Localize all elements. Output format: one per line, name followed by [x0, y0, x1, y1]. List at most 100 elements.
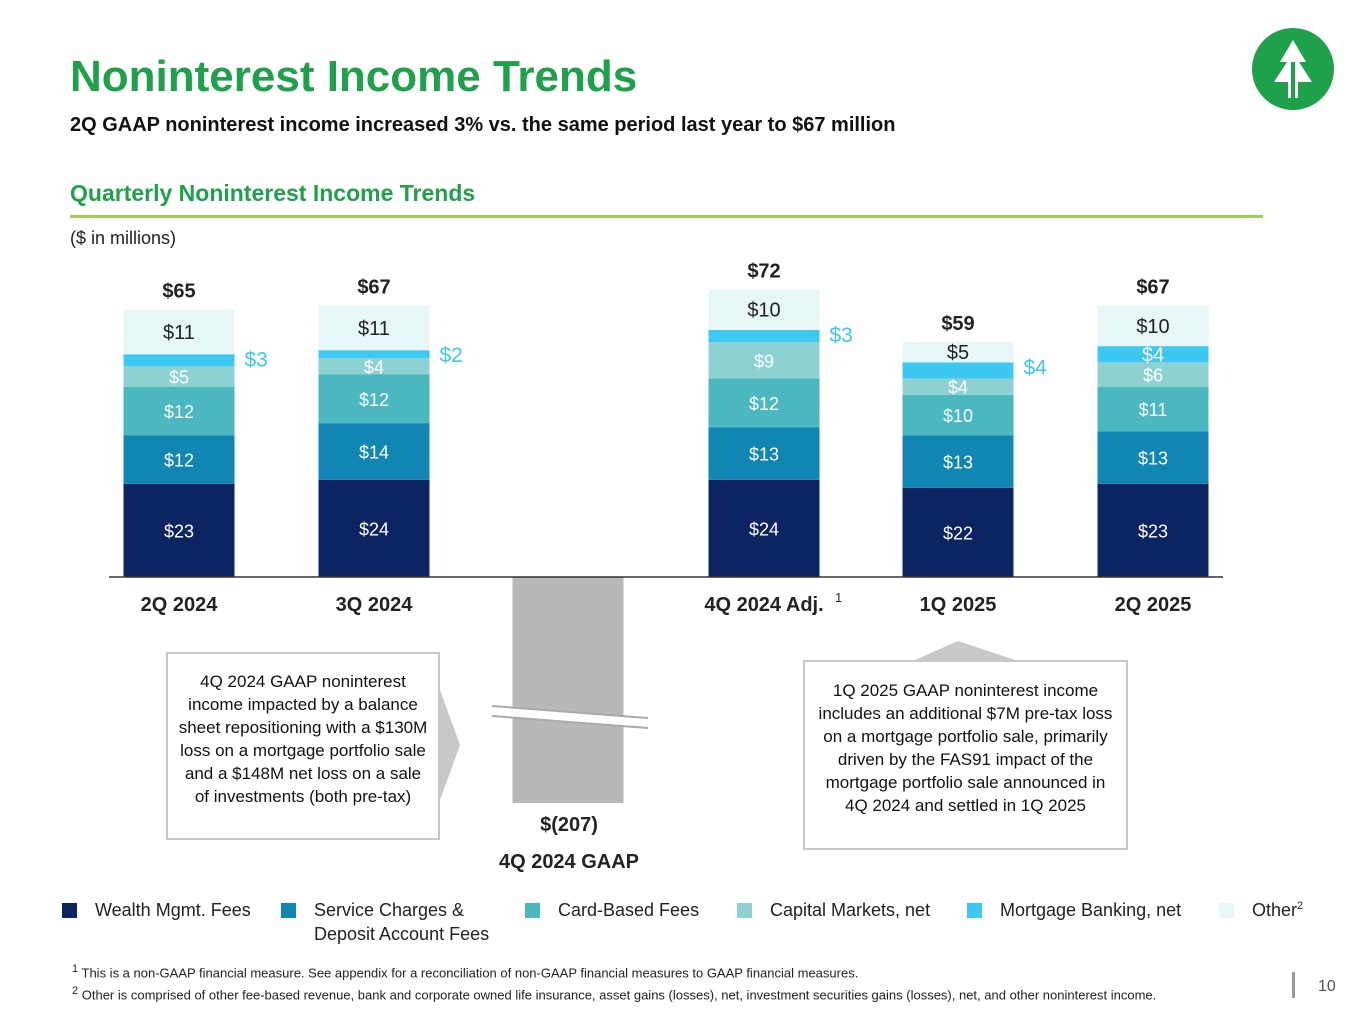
bar-segment — [708, 329, 820, 343]
data-label: $2 — [440, 344, 463, 367]
data-label: $10 — [943, 406, 973, 426]
units-label: ($ in millions) — [70, 228, 177, 248]
data-label: $12 — [164, 451, 194, 471]
x-tick-label: 1Q 2025 — [920, 594, 997, 616]
bar-segment — [123, 483, 235, 577]
legend-label-block: Service Charges & Deposit Account Fees — [314, 898, 489, 946]
x-tick-label: 2Q 2024 — [141, 594, 219, 616]
data-label: $12 — [359, 390, 389, 410]
data-label: $23 — [164, 521, 194, 541]
legend-item-wealth: Wealth Mgmt. Fees — [62, 900, 251, 921]
legend-swatch — [525, 903, 540, 918]
data-label: $13 — [1138, 449, 1168, 469]
data-label: $10 — [1136, 316, 1169, 338]
data-label: $10 — [747, 300, 780, 322]
legend-swatch — [1219, 903, 1234, 918]
callout-4q-gaap: 4Q 2024 GAAP noninterest income impacted… — [166, 652, 440, 840]
axis-break-gap — [491, 706, 649, 728]
footnote-1: 1 This is a non-GAAP financial measure. … — [72, 960, 1222, 982]
data-label: $4 — [364, 357, 384, 377]
legend-swatch — [281, 903, 296, 918]
legend-label: Other — [1252, 900, 1298, 920]
axis-break-line — [491, 715, 649, 729]
legend-item-card-based: Card-Based Fees — [525, 900, 699, 921]
x-tick-label: 3Q 2024 — [336, 594, 414, 616]
bar-segment — [123, 386, 235, 436]
footnote-mark: 2 — [1297, 900, 1304, 912]
data-label: $9 — [754, 351, 774, 371]
bar-segment — [1097, 431, 1209, 484]
bar-segment — [318, 479, 430, 577]
stacked-bar-chart: $23 $12 $12 $5 $3 $11 $65 2Q 2024 $24 $14 $12 $4 $2 $… — [109, 260, 1223, 873]
x-tick-label: 4Q 2024 GAAP — [499, 851, 639, 873]
data-label: $13 — [943, 453, 973, 473]
bar-segment — [902, 435, 1014, 488]
bar-segment — [1097, 346, 1209, 363]
bar-total-label: $67 — [357, 277, 390, 299]
callout-1q-2025: 1Q 2025 GAAP noninterest income includes… — [803, 660, 1128, 850]
x-tick-label: 4Q 2024 Adj. — [704, 594, 823, 616]
legend-label: Capital Markets, net — [770, 900, 931, 920]
tree-logo-icon — [1252, 28, 1334, 110]
legend-label: Card-Based Fees — [558, 900, 700, 920]
bar-total-label: $72 — [747, 260, 780, 282]
axis-break-line — [491, 705, 649, 719]
bar-segment — [318, 305, 430, 351]
footnote-1-text: This is a non-GAAP financial measure. Se… — [81, 965, 859, 981]
chart-section-title: Quarterly Noninterest Income Trends — [70, 180, 476, 206]
legend-item-mortgage-banking: Mortgage Banking, net — [967, 900, 1181, 921]
data-label: $5 — [947, 342, 969, 364]
bar-segment — [708, 479, 820, 577]
footnote-mark: 1 — [835, 590, 842, 605]
page-subtitle: 2Q GAAP noninterest income increased 3% … — [70, 114, 896, 136]
bar-segment — [318, 423, 430, 480]
data-label: $12 — [749, 394, 779, 414]
legend-label: Service Charges & — [314, 900, 465, 920]
bar-segment — [902, 378, 1014, 395]
bar-segment — [318, 374, 430, 424]
bar-total-label: $59 — [941, 313, 974, 335]
page-number-divider — [1292, 972, 1295, 998]
bar-segment — [123, 354, 235, 367]
chart-legend: Wealth Mgmt. Fees Service Charges & Depo… — [62, 900, 1342, 950]
bar-segment — [708, 342, 820, 379]
bar-total-label: $65 — [162, 281, 195, 303]
legend-label-line2: Deposit Account Fees — [314, 924, 490, 944]
legend-item-service-charges: Service Charges & Deposit Account Fees — [281, 900, 489, 946]
bar-segment — [1097, 362, 1209, 387]
bar-segment — [902, 342, 1014, 363]
data-label: $11 — [358, 318, 390, 340]
data-label: $23 — [1138, 521, 1168, 541]
footnote-2: 2 Other is comprised of other fee-based … — [72, 982, 1222, 1004]
data-label: $6 — [1143, 366, 1163, 386]
legend-label: Wealth Mgmt. Fees — [95, 900, 251, 920]
bar-segment — [1097, 305, 1209, 347]
data-label: $13 — [749, 444, 779, 464]
legend-swatch — [737, 903, 752, 918]
data-label: $4 — [1024, 356, 1048, 379]
x-tick-label: 2Q 2025 — [1115, 594, 1192, 616]
data-label: $24 — [359, 519, 389, 539]
legend-item-capital-markets: Capital Markets, net — [737, 900, 930, 921]
legend-swatch — [62, 903, 77, 918]
data-label: $3 — [830, 324, 853, 347]
bar-segment — [902, 362, 1014, 379]
callout-pointer-up — [915, 641, 1015, 660]
bar-segment — [1097, 483, 1209, 577]
legend-swatch — [967, 903, 982, 918]
data-label: $11 — [1139, 400, 1168, 420]
callout-pointer-right — [440, 690, 460, 800]
data-label: $4 — [1142, 344, 1164, 366]
data-label: $14 — [359, 442, 389, 462]
bar-segment — [708, 427, 820, 480]
bar-segment — [1097, 386, 1209, 432]
footnote-2-text: Other is comprised of other fee-based re… — [81, 987, 1157, 1003]
bar-segment — [708, 378, 820, 428]
data-label: $5 — [169, 368, 189, 388]
gaap-negative-bar — [512, 577, 624, 803]
data-label: $24 — [749, 519, 779, 539]
legend-item-other: Other 2 — [1219, 900, 1303, 921]
footnotes: 1 This is a non-GAAP financial measure. … — [72, 960, 1222, 1005]
data-label: $12 — [164, 402, 194, 422]
footnote-1-mark: 1 — [72, 963, 79, 975]
